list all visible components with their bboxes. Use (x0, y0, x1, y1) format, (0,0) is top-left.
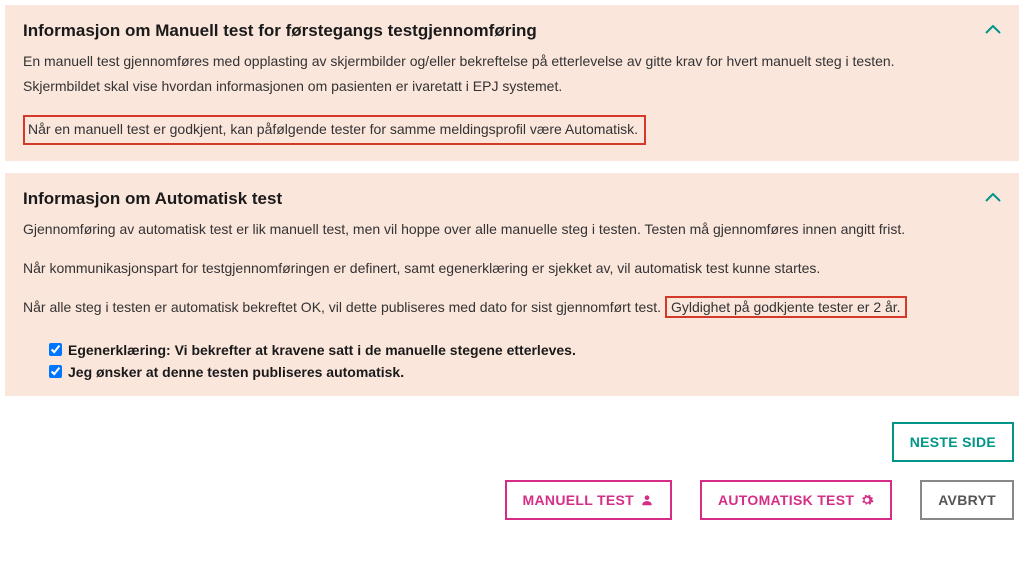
chevron-up-icon[interactable] (985, 25, 1001, 35)
info-text: En manuell test gjennomføres med opplast… (23, 51, 1001, 72)
next-page-button[interactable]: NESTE SIDE (892, 422, 1014, 462)
panel-title: Informasjon om Manuell test for førstega… (23, 21, 537, 41)
info-text-pre: Når alle steg i testen er automatisk bek… (23, 299, 665, 315)
user-icon (640, 493, 654, 507)
button-label: NESTE SIDE (910, 434, 996, 450)
gear-icon (860, 493, 874, 507)
button-label: AVBRYT (938, 492, 996, 508)
manual-test-button[interactable]: MANUELL TEST (505, 480, 672, 520)
button-row-bottom: MANUELL TEST AUTOMATISK TEST AVBRYT (0, 462, 1024, 520)
info-text: Når kommunikasjonspart for testgjennomfø… (23, 258, 1001, 279)
panel-header: Informasjon om Automatisk test (23, 189, 1001, 209)
button-label: MANUELL TEST (523, 492, 634, 508)
info-text: Skjermbildet skal vise hvordan informasj… (23, 76, 1001, 97)
publish-checkbox-row: Jeg ønsker at denne testen publiseres au… (49, 364, 1001, 380)
panel-title: Informasjon om Automatisk test (23, 189, 282, 209)
publish-label: Jeg ønsker at denne testen publiseres au… (68, 364, 404, 380)
manual-test-info-panel: Informasjon om Manuell test for førstega… (5, 5, 1019, 161)
highlighted-text: Når en manuell test er godkjent, kan påf… (23, 115, 646, 145)
automatic-test-button[interactable]: AUTOMATISK TEST (700, 480, 892, 520)
automatic-test-info-panel: Informasjon om Automatisk test Gjennomfø… (5, 173, 1019, 396)
highlighted-text: Gyldighet på godkjente tester er 2 år. (665, 296, 907, 318)
declaration-checkbox-row: Egenerklæring: Vi bekrefter at kravene s… (49, 342, 1001, 358)
declaration-checkbox[interactable] (49, 343, 62, 356)
declaration-label: Egenerklæring: Vi bekrefter at kravene s… (68, 342, 576, 358)
publish-checkbox[interactable] (49, 365, 62, 378)
info-text: Når alle steg i testen er automatisk bek… (23, 297, 1001, 318)
panel-header: Informasjon om Manuell test for førstega… (23, 21, 1001, 41)
button-label: AUTOMATISK TEST (718, 492, 854, 508)
cancel-button[interactable]: AVBRYT (920, 480, 1014, 520)
highlight-content: Når en manuell test er godkjent, kan påf… (28, 121, 638, 137)
info-text: Gjennomføring av automatisk test er lik … (23, 219, 1001, 240)
chevron-up-icon[interactable] (985, 193, 1001, 203)
button-row-top: NESTE SIDE (0, 408, 1024, 462)
